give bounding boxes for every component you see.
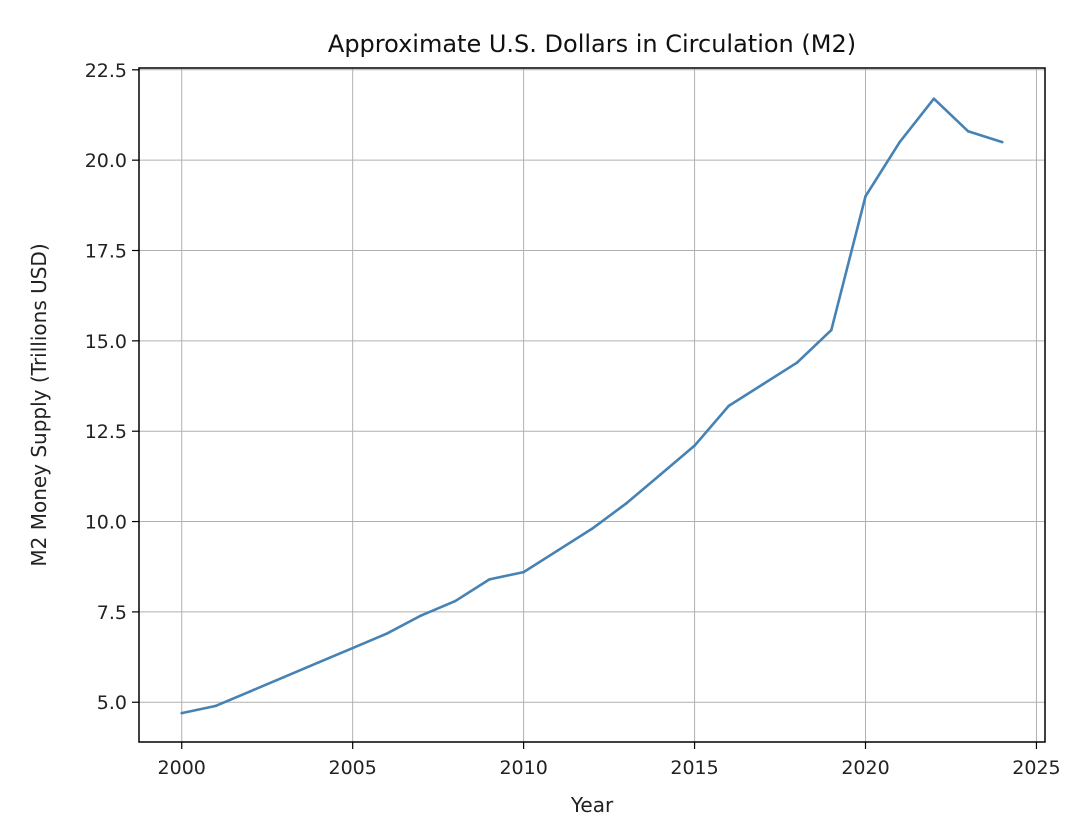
data-point xyxy=(283,675,286,679)
data-point xyxy=(385,632,389,635)
x-axis-label: Year xyxy=(570,793,614,817)
data-point xyxy=(419,614,423,617)
data-point xyxy=(966,129,970,133)
x-tick-label: 2015 xyxy=(670,757,718,779)
y-tick-label: 17.5 xyxy=(85,241,127,263)
data-point xyxy=(590,527,594,531)
y-axis-label: M2 Money Supply (Trillions USD) xyxy=(27,243,51,566)
y-tick-label: 22.5 xyxy=(85,60,127,82)
y-tick-label: 20.0 xyxy=(85,150,127,172)
tick-layer: 2000 2005 2010 2015 2020 2025 5.0 7.5 10.0 12.5 15… xyxy=(85,60,1061,779)
data-point xyxy=(556,549,560,552)
data-point xyxy=(488,578,491,581)
x-tick-label: 2010 xyxy=(499,757,547,779)
data-point xyxy=(248,690,252,693)
data-point xyxy=(180,711,184,715)
y-tick-label: 10.0 xyxy=(85,512,127,534)
data-point xyxy=(317,661,320,664)
y-tick-label: 5.0 xyxy=(97,692,127,714)
x-tick-label: 2005 xyxy=(328,757,376,779)
plot-frame xyxy=(138,67,1046,743)
x-tick-label: 2025 xyxy=(1012,757,1060,779)
data-point xyxy=(351,646,354,650)
chart-title: Approximate U.S. Dollars in Circulation … xyxy=(328,30,856,58)
data-point xyxy=(864,194,867,198)
y-tick-label: 15.0 xyxy=(85,331,127,353)
series-layer xyxy=(180,97,1004,715)
x-tick-label: 2020 xyxy=(841,757,889,779)
series-line-m2 xyxy=(181,97,1003,715)
data-point xyxy=(830,328,833,332)
data-point xyxy=(761,382,765,386)
x-tick-label: 2000 xyxy=(158,757,206,779)
data-point xyxy=(1000,140,1004,144)
data-point xyxy=(624,502,628,505)
data-point xyxy=(214,704,218,708)
data-point xyxy=(727,404,731,408)
data-point xyxy=(795,361,799,364)
data-point xyxy=(693,444,696,447)
data-point xyxy=(453,599,457,603)
y-tick-label: 12.5 xyxy=(85,421,127,443)
grid-layer xyxy=(139,68,1045,742)
data-point xyxy=(659,473,662,476)
data-point xyxy=(932,97,936,101)
data-point xyxy=(522,570,525,574)
y-tick-label: 7.5 xyxy=(97,602,127,624)
data-point xyxy=(898,140,901,144)
